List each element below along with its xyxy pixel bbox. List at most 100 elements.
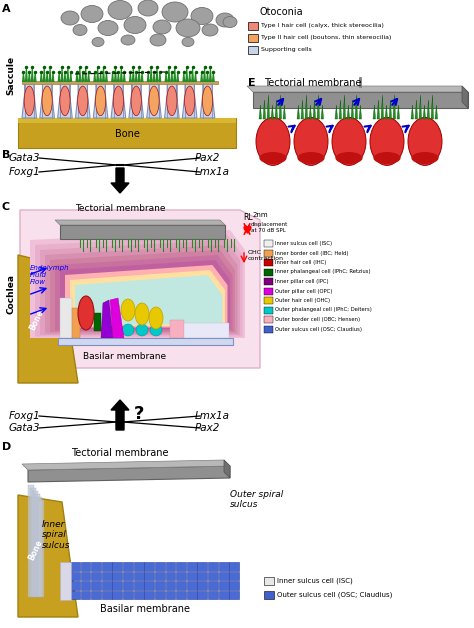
Bar: [18, 118, 236, 148]
Polygon shape: [81, 72, 84, 82]
Polygon shape: [263, 100, 265, 119]
Bar: [134, 590, 144, 599]
Polygon shape: [423, 105, 426, 119]
Bar: [155, 562, 165, 571]
Ellipse shape: [184, 86, 195, 116]
Ellipse shape: [336, 152, 363, 164]
Ellipse shape: [153, 20, 171, 34]
Polygon shape: [313, 100, 316, 119]
Bar: [264, 577, 274, 585]
Bar: [155, 571, 165, 580]
Bar: [112, 562, 122, 571]
Bar: [34, 494, 40, 597]
Polygon shape: [111, 80, 126, 118]
Polygon shape: [185, 67, 188, 82]
Ellipse shape: [259, 152, 287, 164]
Polygon shape: [170, 72, 173, 82]
Text: B: B: [2, 150, 10, 160]
Polygon shape: [58, 72, 61, 82]
Bar: [219, 581, 228, 590]
Polygon shape: [431, 95, 434, 119]
Polygon shape: [200, 80, 215, 118]
Polygon shape: [52, 72, 55, 82]
Bar: [208, 562, 218, 571]
Polygon shape: [135, 72, 138, 82]
Text: Inner sulcus cell (ISC): Inner sulcus cell (ISC): [275, 241, 332, 246]
Ellipse shape: [108, 1, 132, 19]
Polygon shape: [110, 298, 124, 338]
Polygon shape: [117, 72, 120, 82]
Polygon shape: [259, 105, 262, 119]
Polygon shape: [111, 72, 114, 82]
Polygon shape: [105, 72, 108, 82]
Ellipse shape: [297, 152, 325, 164]
Text: D: D: [2, 442, 11, 452]
Ellipse shape: [131, 86, 141, 116]
Polygon shape: [34, 72, 36, 82]
Bar: [176, 590, 186, 599]
Text: Pax2: Pax2: [195, 423, 220, 433]
Bar: [81, 562, 91, 571]
Ellipse shape: [98, 21, 118, 36]
Polygon shape: [25, 67, 28, 82]
Polygon shape: [164, 80, 179, 118]
Polygon shape: [347, 105, 349, 119]
Bar: [36, 497, 42, 597]
Polygon shape: [462, 86, 468, 108]
Text: C: C: [2, 202, 10, 212]
Text: Lmx1a: Lmx1a: [195, 167, 230, 177]
Polygon shape: [153, 72, 155, 82]
Bar: [70, 562, 80, 571]
Bar: [18, 2, 236, 148]
Bar: [145, 571, 154, 580]
Polygon shape: [194, 72, 197, 82]
Ellipse shape: [92, 38, 104, 46]
Bar: [248, 34, 258, 42]
Ellipse shape: [150, 324, 162, 336]
Bar: [184, 323, 229, 338]
Bar: [102, 590, 112, 599]
Polygon shape: [84, 67, 87, 82]
Polygon shape: [69, 72, 73, 82]
Polygon shape: [70, 270, 225, 326]
Polygon shape: [93, 80, 108, 118]
Ellipse shape: [162, 2, 188, 22]
Bar: [264, 269, 273, 276]
Ellipse shape: [176, 19, 200, 37]
Polygon shape: [173, 67, 176, 82]
Ellipse shape: [95, 86, 106, 116]
Ellipse shape: [374, 152, 401, 164]
FancyArrow shape: [111, 400, 129, 430]
Bar: [134, 571, 144, 580]
Polygon shape: [397, 105, 400, 119]
Text: Type II hair cell (boutons, thin stereocilia): Type II hair cell (boutons, thin stereoc…: [261, 36, 392, 40]
Polygon shape: [55, 220, 225, 225]
Polygon shape: [137, 67, 141, 82]
Ellipse shape: [223, 16, 237, 28]
Polygon shape: [182, 80, 197, 118]
Bar: [112, 581, 122, 590]
Polygon shape: [321, 105, 323, 119]
Polygon shape: [22, 80, 36, 118]
Bar: [187, 581, 197, 590]
Polygon shape: [381, 95, 383, 119]
Text: Outer pillar cell (OPC): Outer pillar cell (OPC): [275, 288, 332, 293]
Polygon shape: [87, 72, 90, 82]
Polygon shape: [373, 105, 375, 119]
Polygon shape: [188, 72, 191, 82]
Bar: [165, 571, 175, 580]
Bar: [208, 581, 218, 590]
Ellipse shape: [149, 307, 163, 329]
Text: Outer phalangeal cell (IPhC; Deiters): Outer phalangeal cell (IPhC; Deiters): [275, 308, 372, 313]
Polygon shape: [301, 100, 303, 119]
Polygon shape: [18, 118, 236, 123]
Bar: [81, 571, 91, 580]
Polygon shape: [75, 275, 222, 325]
Bar: [219, 590, 228, 599]
Polygon shape: [200, 72, 203, 82]
Polygon shape: [283, 105, 285, 119]
Bar: [264, 259, 273, 266]
Polygon shape: [18, 495, 78, 617]
Polygon shape: [176, 72, 179, 82]
Ellipse shape: [121, 35, 135, 45]
